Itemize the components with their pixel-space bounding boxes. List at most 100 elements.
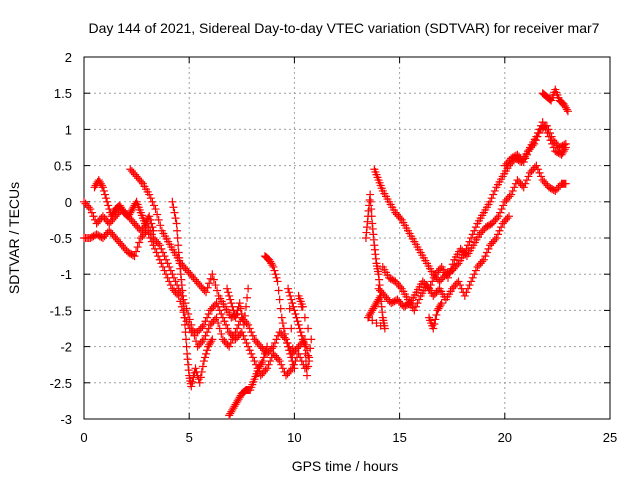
data-point-marker [368,316,377,325]
data-point-marker [467,234,476,242]
data-point-marker [298,335,307,344]
data-point-marker [563,107,572,116]
data-point-marker [158,262,167,271]
data-point-marker [495,226,504,235]
data-point-marker [148,197,157,206]
data-point-marker [199,335,208,344]
data-point-marker [272,273,281,282]
series-track-h [260,252,316,380]
data-point-marker [305,353,314,362]
data-point-marker [218,313,227,322]
data-point-marker [180,313,189,322]
data-point-marker [396,282,405,291]
data-point-marker [467,277,476,286]
data-point-marker [479,255,488,264]
data-point-marker [285,304,294,313]
data-point-marker [268,261,277,270]
data-point-marker [226,338,235,347]
data-point-marker [471,266,480,275]
data-point-marker [278,364,287,373]
data-point-marker [522,150,531,159]
data-point-marker [465,281,474,290]
data-point-marker [208,270,217,279]
series-track-f [225,342,272,420]
series-track-g [223,284,253,329]
data-point-marker [541,125,550,134]
data-point-marker [522,176,531,185]
data-point-marker [507,190,516,199]
data-point-marker [549,143,558,152]
data-point-marker [307,335,316,344]
x-tick-label: 5 [186,430,193,445]
data-point-marker [160,266,169,275]
data-point-marker [157,259,166,268]
data-point-marker [212,299,221,308]
data-point-marker [468,273,477,282]
data-point-marker [235,299,244,308]
data-point-marker [173,226,182,235]
x-tick-label: 25 [603,430,617,445]
data-point-marker [162,270,171,279]
data-point-marker [233,324,242,333]
data-point-marker [499,201,508,210]
data-point-marker [493,230,502,239]
data-point-marker [281,335,290,344]
data-point-marker [239,331,248,340]
data-point-marker [490,186,499,195]
data-point-marker [532,161,541,170]
data-point-marker [292,313,301,322]
data-point-marker [505,212,514,221]
data-point-marker [497,223,506,232]
data-point-marker [270,266,279,275]
data-point-marker [171,214,180,223]
data-point-marker [135,238,144,247]
data-point-marker [430,319,439,328]
data-point-marker [170,208,179,217]
series-track-e [168,197,217,391]
y-tick-label: 1.5 [54,86,72,101]
data-point-marker [471,223,480,232]
data-point-marker [538,118,547,127]
y-tick-label: 2 [65,50,72,65]
data-point-marker [173,290,182,299]
data-point-marker [203,328,212,337]
data-point-marker [201,317,210,326]
data-point-marker [217,329,226,338]
data-point-marker [156,221,165,230]
data-point-marker [279,324,288,333]
data-point-marker [104,201,113,210]
data-point-marker [146,234,155,242]
data-point-marker [187,382,196,391]
data-point-marker [227,299,236,308]
data-point-marker [463,284,472,293]
data-point-marker [182,342,191,351]
data-point-marker [465,237,474,246]
data-point-marker [132,247,141,256]
data-point-marker [548,139,557,148]
data-point-marker [217,310,226,319]
data-point-marker [492,214,501,223]
data-point-marker [288,357,297,366]
data-point-marker [258,357,267,366]
data-point-marker [103,197,112,206]
data-point-marker [248,331,257,340]
x-axis-label: GPS time / hours [292,458,399,474]
data-point-marker [240,311,249,320]
data-point-marker [428,277,437,286]
data-point-marker [524,147,533,156]
data-point-marker [460,291,469,300]
data-point-marker [432,310,441,319]
y-tick-label: -1.5 [50,303,72,318]
data-point-marker [396,214,405,223]
data-point-marker [289,302,298,311]
data-point-marker [486,197,495,206]
data-point-marker [411,302,420,311]
data-point-marker [267,344,276,353]
data-point-marker [287,295,296,304]
data-point-marker [223,284,232,293]
data-point-marker [275,295,284,304]
data-point-marker [242,302,251,311]
data-point-marker [478,257,487,266]
data-point-marker [519,157,528,166]
data-point-marker [205,279,214,288]
